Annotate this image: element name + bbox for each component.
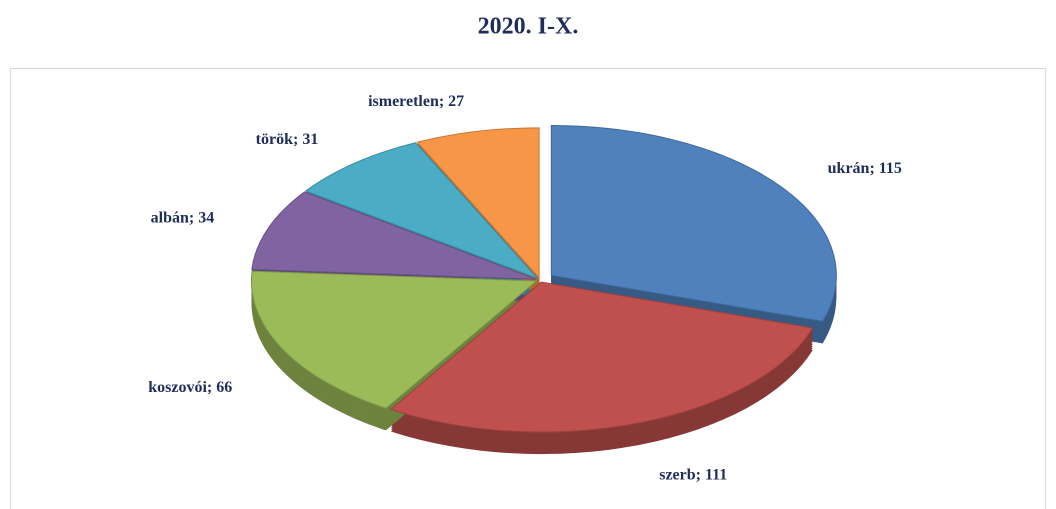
data-label: török; 31: [256, 131, 319, 148]
pie: [250, 124, 837, 455]
plot-frame: [10, 68, 1046, 509]
data-label: szerb; 111: [659, 467, 727, 484]
slice: [304, 142, 538, 279]
data-label: koszovói; 66: [148, 379, 232, 396]
slice: [251, 191, 537, 280]
data-label: ismeretlen; 27: [368, 93, 464, 110]
slice: [389, 281, 814, 433]
slice: [250, 270, 538, 409]
data-label: albán; 34: [151, 209, 215, 226]
slice: [550, 124, 837, 322]
chart-title: 2020. I-X.: [478, 14, 579, 40]
slice: [416, 127, 540, 280]
data-label: ukrán; 115: [828, 160, 902, 177]
